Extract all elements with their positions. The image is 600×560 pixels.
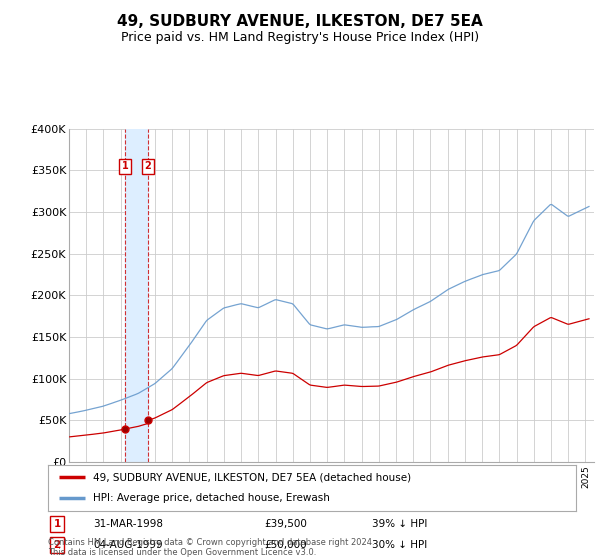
Text: 1: 1	[53, 519, 61, 529]
Text: 2: 2	[53, 540, 61, 550]
Text: 49, SUDBURY AVENUE, ILKESTON, DE7 5EA (detached house): 49, SUDBURY AVENUE, ILKESTON, DE7 5EA (d…	[93, 472, 411, 482]
Bar	[125, 129, 148, 462]
Text: 39% ↓ HPI: 39% ↓ HPI	[372, 519, 427, 529]
Text: Price paid vs. HM Land Registry's House Price Index (HPI): Price paid vs. HM Land Registry's House …	[121, 31, 479, 44]
Text: 1: 1	[122, 161, 128, 171]
Text: HPI: Average price, detached house, Erewash: HPI: Average price, detached house, Erew…	[93, 493, 330, 503]
Text: 49, SUDBURY AVENUE, ILKESTON, DE7 5EA: 49, SUDBURY AVENUE, ILKESTON, DE7 5EA	[117, 14, 483, 29]
Text: 2: 2	[145, 161, 151, 171]
Text: 04-AUG-1999: 04-AUG-1999	[93, 540, 163, 550]
Text: 30% ↓ HPI: 30% ↓ HPI	[372, 540, 427, 550]
Text: £50,000: £50,000	[264, 540, 307, 550]
Text: Contains HM Land Registry data © Crown copyright and database right 2024.
This d: Contains HM Land Registry data © Crown c…	[48, 538, 374, 557]
Text: 31-MAR-1998: 31-MAR-1998	[93, 519, 163, 529]
Text: £39,500: £39,500	[264, 519, 307, 529]
